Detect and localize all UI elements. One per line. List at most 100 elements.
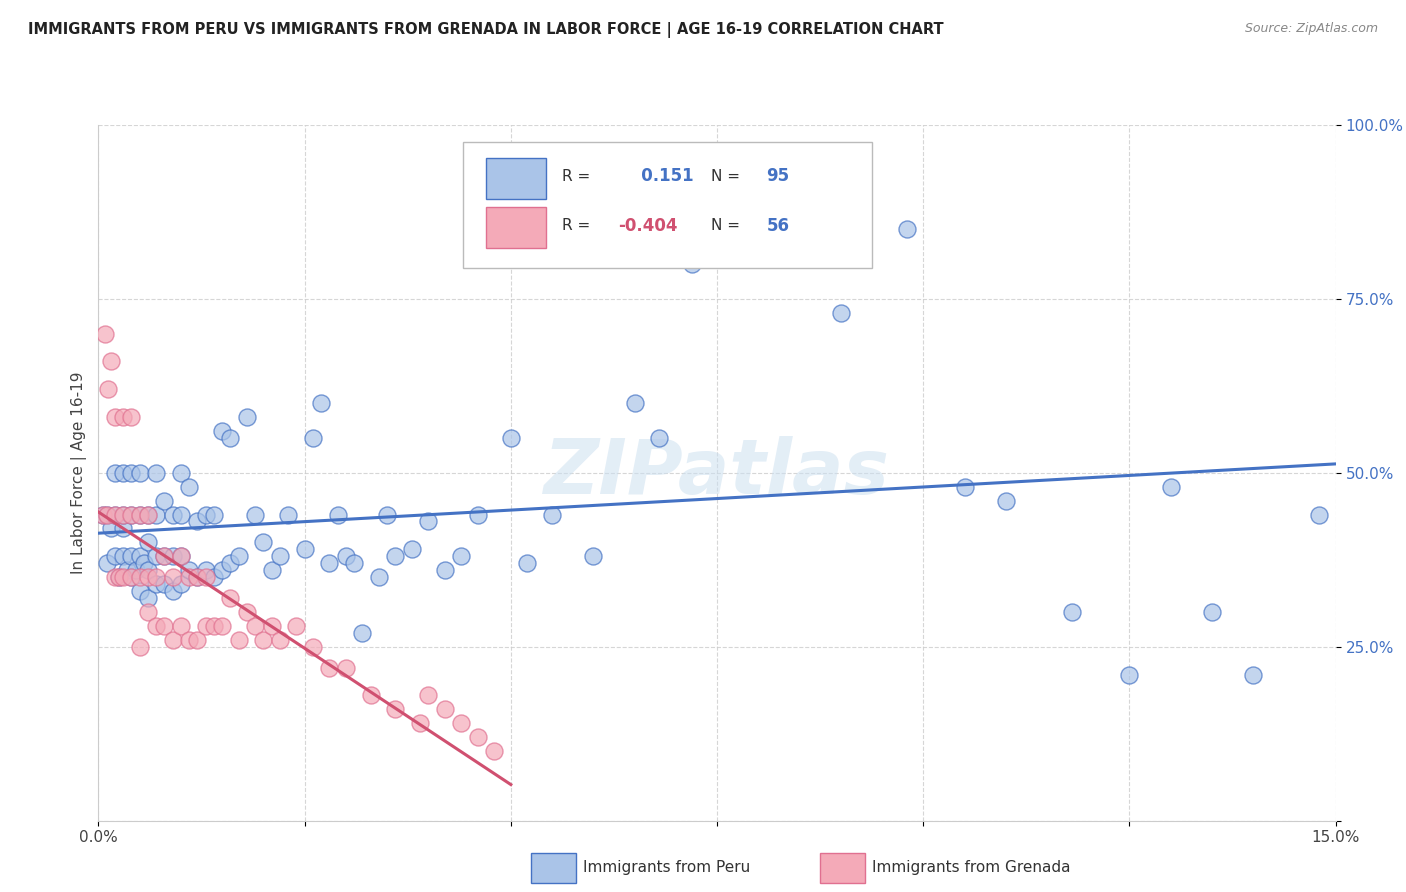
Point bbox=[145, 508, 167, 522]
Point bbox=[136, 591, 159, 605]
Point bbox=[243, 619, 266, 633]
Point bbox=[186, 632, 208, 647]
Point bbox=[132, 556, 155, 570]
Point bbox=[186, 570, 208, 584]
Point bbox=[269, 549, 291, 564]
Point bbox=[96, 508, 118, 522]
Point bbox=[467, 730, 489, 744]
Point bbox=[120, 466, 142, 480]
Point bbox=[302, 640, 325, 654]
Point bbox=[243, 508, 266, 522]
Point bbox=[260, 563, 283, 577]
Point bbox=[499, 431, 522, 445]
Point bbox=[162, 549, 184, 564]
Point bbox=[97, 382, 120, 396]
Point bbox=[450, 549, 472, 564]
Point bbox=[194, 570, 217, 584]
Point bbox=[409, 716, 432, 731]
Point bbox=[128, 466, 150, 480]
Point bbox=[179, 563, 201, 577]
Point bbox=[202, 570, 225, 584]
Point bbox=[467, 508, 489, 522]
Point bbox=[153, 619, 176, 633]
Point bbox=[170, 549, 193, 564]
Point bbox=[211, 563, 233, 577]
Point bbox=[335, 549, 357, 564]
Point bbox=[128, 549, 150, 564]
Y-axis label: In Labor Force | Age 16-19: In Labor Force | Age 16-19 bbox=[72, 371, 87, 574]
Point bbox=[91, 508, 114, 522]
Point bbox=[136, 563, 159, 577]
Text: -0.404: -0.404 bbox=[619, 217, 678, 235]
Text: IMMIGRANTS FROM PERU VS IMMIGRANTS FROM GRENADA IN LABOR FORCE | AGE 16-19 CORRE: IMMIGRANTS FROM PERU VS IMMIGRANTS FROM … bbox=[28, 22, 943, 38]
Point bbox=[318, 556, 340, 570]
Point bbox=[170, 508, 193, 522]
Point bbox=[120, 549, 142, 564]
Point bbox=[136, 535, 159, 549]
Point bbox=[91, 508, 114, 522]
Point bbox=[145, 619, 167, 633]
Point bbox=[1308, 508, 1330, 522]
Point bbox=[360, 689, 382, 703]
Point bbox=[1241, 667, 1264, 681]
Point bbox=[104, 466, 127, 480]
Point bbox=[108, 570, 131, 584]
Point bbox=[830, 306, 852, 320]
Point bbox=[318, 660, 340, 674]
Point bbox=[117, 563, 139, 577]
Point bbox=[186, 570, 208, 584]
Point bbox=[450, 716, 472, 731]
Point bbox=[112, 570, 135, 584]
Point bbox=[211, 619, 233, 633]
Point bbox=[219, 431, 242, 445]
Point bbox=[194, 563, 217, 577]
Point bbox=[228, 632, 250, 647]
Point bbox=[136, 508, 159, 522]
Text: R =: R = bbox=[562, 169, 596, 184]
Point bbox=[252, 535, 274, 549]
Text: Immigrants from Grenada: Immigrants from Grenada bbox=[872, 860, 1070, 874]
Point bbox=[352, 625, 374, 640]
Point bbox=[211, 424, 233, 438]
Text: 95: 95 bbox=[766, 168, 790, 186]
Point bbox=[384, 702, 406, 716]
Point bbox=[104, 570, 127, 584]
Point bbox=[747, 236, 769, 251]
Point bbox=[252, 632, 274, 647]
Point bbox=[136, 605, 159, 619]
Point bbox=[96, 508, 118, 522]
Point bbox=[648, 431, 671, 445]
Point bbox=[484, 744, 506, 758]
Point bbox=[112, 508, 135, 522]
Point bbox=[375, 508, 398, 522]
Point bbox=[789, 167, 811, 181]
Point bbox=[170, 549, 193, 564]
Point bbox=[516, 556, 538, 570]
Point bbox=[120, 570, 142, 584]
Point bbox=[186, 515, 208, 529]
Point bbox=[104, 508, 127, 522]
Text: N =: N = bbox=[711, 219, 745, 234]
Point bbox=[128, 640, 150, 654]
Text: ZIPatlas: ZIPatlas bbox=[544, 436, 890, 509]
Point bbox=[104, 508, 127, 522]
Point bbox=[145, 549, 167, 564]
Point bbox=[302, 431, 325, 445]
Point bbox=[179, 570, 201, 584]
Point bbox=[170, 577, 193, 591]
Point bbox=[145, 577, 167, 591]
Point bbox=[994, 493, 1017, 508]
Point bbox=[681, 257, 703, 271]
Point bbox=[112, 410, 135, 425]
Point bbox=[170, 619, 193, 633]
Point bbox=[277, 508, 299, 522]
Text: N =: N = bbox=[711, 169, 745, 184]
Point bbox=[108, 570, 131, 584]
Point bbox=[145, 466, 167, 480]
Point bbox=[541, 508, 564, 522]
Point bbox=[1160, 480, 1182, 494]
Point bbox=[236, 605, 259, 619]
FancyBboxPatch shape bbox=[485, 207, 547, 248]
Point bbox=[294, 542, 316, 557]
Point bbox=[194, 619, 217, 633]
